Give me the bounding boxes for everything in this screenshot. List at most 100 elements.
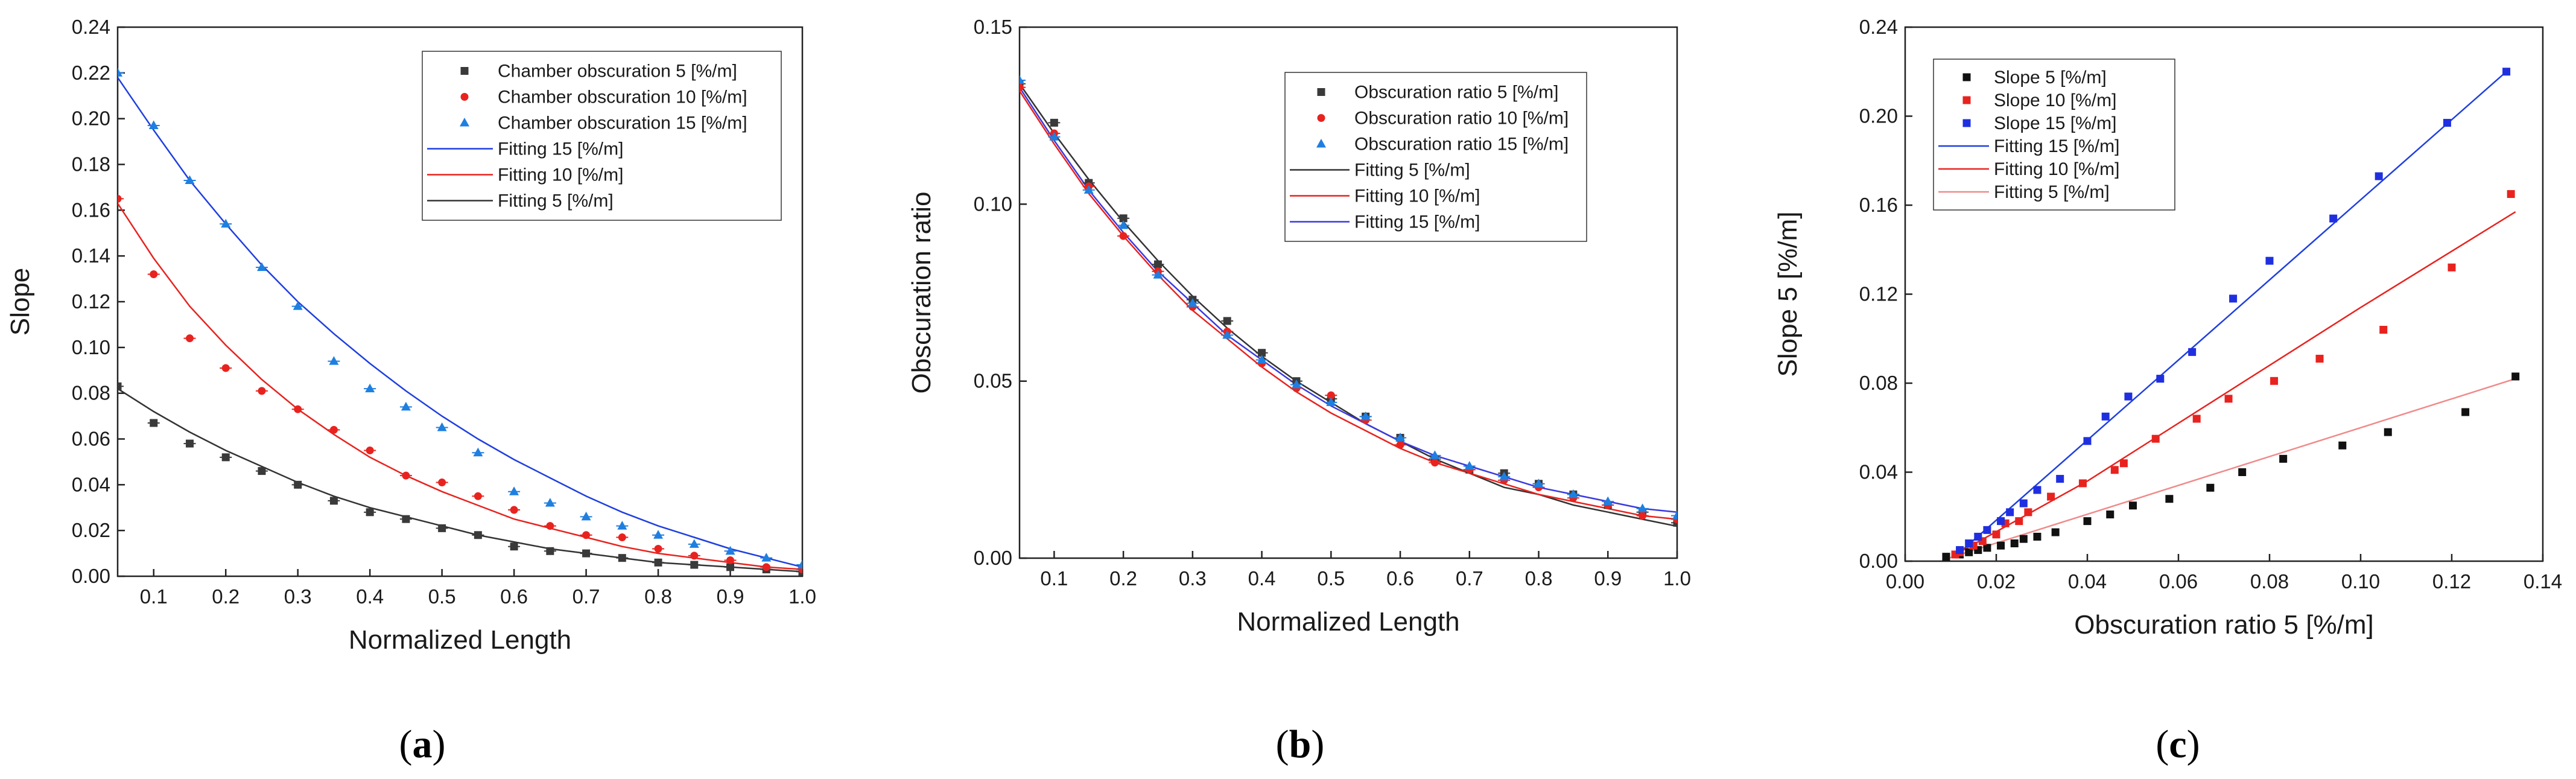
data-point	[473, 447, 483, 457]
data-point	[1965, 539, 1973, 547]
data-point	[1997, 541, 2005, 550]
data-point	[762, 563, 770, 571]
data-point	[294, 480, 302, 489]
data-point	[2156, 375, 2165, 383]
data-point	[2101, 412, 2110, 421]
y-axis-label: Slope	[5, 268, 35, 336]
data-point	[726, 563, 735, 571]
plot-area	[1020, 75, 1677, 527]
data-point	[2019, 499, 2028, 507]
data-point	[1020, 83, 1024, 92]
legend-entry-label: Chamber obscuration 10 [%/m]	[498, 87, 747, 107]
x-tick-label: 1.0	[788, 585, 816, 608]
data-point	[185, 175, 195, 185]
legend-entry-label: Obscuration ratio 10 [%/m]	[1354, 109, 1569, 129]
y-tick-label: 0.08	[72, 382, 110, 404]
y-tick-label: 0.12	[1859, 283, 1898, 305]
data-point	[2279, 454, 2288, 463]
data-point	[118, 382, 122, 390]
data-point	[2119, 459, 2128, 468]
legend: Chamber obscuration 5 [%/m] Chamber obscu…	[422, 51, 782, 221]
data-point	[653, 530, 664, 539]
data-point	[2507, 190, 2515, 199]
data-point	[2461, 408, 2470, 416]
data-point	[2083, 517, 2092, 526]
data-point	[185, 334, 194, 343]
data-point	[221, 364, 230, 372]
legend-marker-swatch	[460, 93, 469, 101]
x-tick-label: 1.0	[1663, 567, 1691, 590]
series-points	[118, 382, 802, 576]
data-point	[1153, 270, 1163, 279]
y-tick-label: 0.04	[72, 473, 110, 495]
data-point	[2379, 326, 2388, 334]
data-point	[1020, 75, 1024, 84]
series-points	[1020, 75, 1677, 520]
data-point	[1050, 118, 1058, 127]
data-point	[1956, 546, 1964, 555]
data-point	[2206, 483, 2215, 492]
data-point	[2051, 528, 2060, 536]
legend-entry-label: Chamber obscuration 5 [%/m]	[498, 62, 737, 81]
x-axis-label: Normalized Length	[349, 625, 571, 655]
data-point	[1430, 459, 1439, 467]
series-line	[1020, 90, 1677, 520]
y-tick-label: 0.16	[72, 199, 110, 221]
data-point	[118, 194, 122, 203]
data-point	[2124, 392, 2133, 401]
x-tick-label: 0.14	[2524, 570, 2562, 593]
legend-marker-swatch	[1962, 96, 1971, 104]
data-point	[1326, 397, 1336, 406]
legend-entry-label: Fitting 10 [%/m]	[1354, 186, 1480, 206]
data-point	[509, 486, 519, 495]
data-point	[2265, 256, 2274, 265]
y-tick-label: 0.20	[1859, 105, 1898, 127]
y-tick-label: 0.14	[72, 244, 110, 267]
x-axis-label: Normalized Length	[1237, 607, 1459, 637]
panel-letter: c	[2169, 722, 2186, 766]
data-point	[1396, 440, 1404, 449]
legend-entry-label: Fitting 5 [%/m]	[1994, 182, 2110, 202]
legend-entry-label: Chamber obscuration 15 [%/m]	[498, 113, 747, 133]
legend-marker-swatch	[1316, 139, 1326, 148]
plot-area	[118, 68, 802, 576]
y-tick-label: 0.06	[72, 428, 110, 450]
y-tick-label: 0.02	[72, 519, 110, 541]
x-tick-label: 0.3	[284, 585, 312, 608]
data-point	[185, 439, 194, 448]
legend-entry-label: Slope 10 [%/m]	[1994, 91, 2116, 110]
data-point	[1430, 450, 1440, 459]
data-point	[582, 549, 591, 558]
data-point	[474, 531, 482, 539]
data-point	[1118, 220, 1129, 229]
series-points	[1951, 190, 2515, 559]
data-point	[2270, 377, 2279, 385]
data-point	[2384, 428, 2392, 436]
series-line	[1955, 211, 2516, 555]
panel-letter: a	[413, 722, 433, 766]
x-tick-label: 0.5	[428, 585, 456, 608]
y-tick-label: 0.04	[1859, 461, 1898, 483]
data-point	[2106, 510, 2114, 519]
x-tick-label: 0.08	[2250, 570, 2289, 593]
data-point	[2229, 294, 2238, 303]
x-tick-label: 0.6	[1386, 567, 1414, 590]
x-tick-label: 0.4	[356, 585, 384, 608]
data-point	[1639, 512, 1647, 520]
x-tick-label: 0.00	[1886, 570, 1924, 593]
data-point	[617, 521, 627, 530]
panel-label: (a)	[399, 722, 446, 766]
series-line	[118, 203, 802, 570]
x-tick-label: 0.8	[644, 585, 672, 608]
data-point	[2078, 479, 2087, 488]
x-tick-label: 0.04	[2068, 570, 2107, 593]
data-point	[2083, 437, 2092, 445]
y-tick-label: 0.22	[72, 62, 110, 84]
x-tick-label: 0.10	[2341, 570, 2380, 593]
panel-letter: b	[1289, 722, 1312, 766]
y-tick-label: 0.08	[1859, 372, 1898, 394]
data-point	[329, 356, 339, 365]
data-point	[2047, 492, 2055, 501]
data-point	[150, 419, 158, 427]
